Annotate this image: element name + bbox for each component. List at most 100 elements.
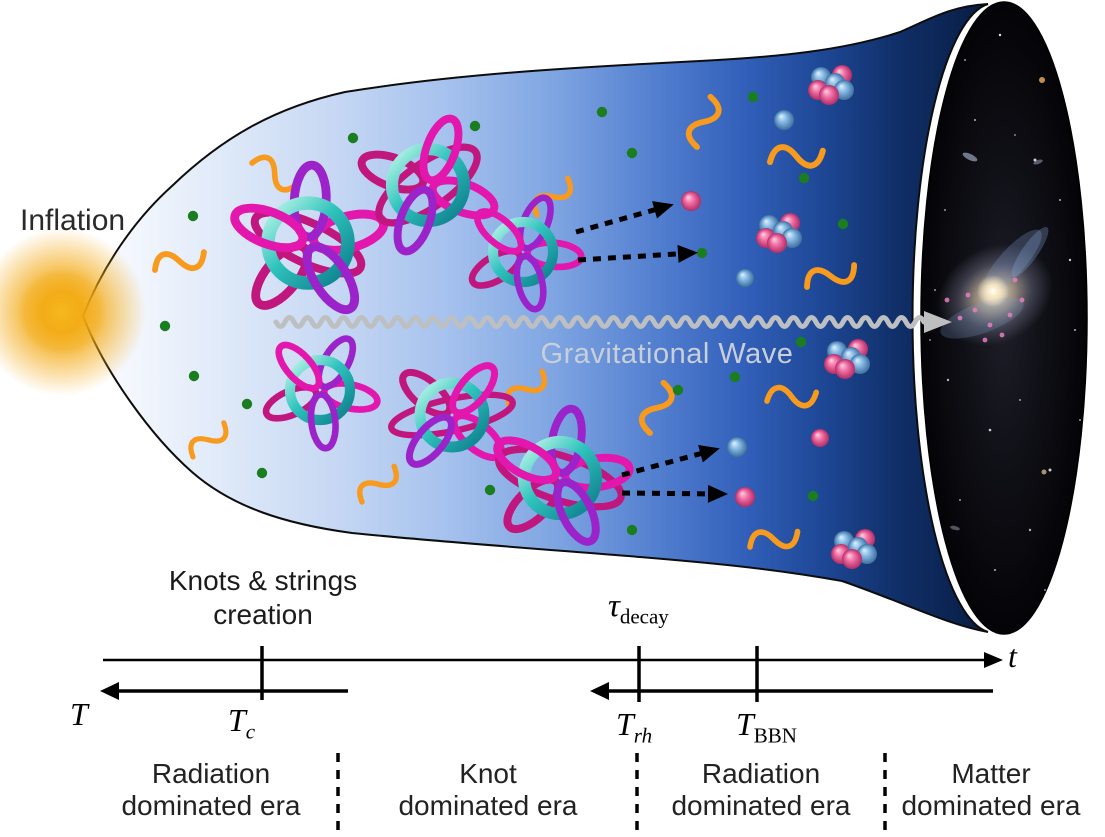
- star: [929, 339, 931, 341]
- knot-loop: [302, 242, 360, 315]
- era-matter: Matter dominated era: [878, 758, 1104, 822]
- cluster-ball: [819, 85, 839, 105]
- gravitational-wave-label: Gravitational Wave: [540, 338, 794, 370]
- star-forming-clump: [987, 322, 993, 328]
- blue-particle-ball: [774, 110, 794, 130]
- nucleus-cluster: [808, 65, 854, 105]
- background-galaxy: [962, 152, 978, 162]
- tau-symbol: τ: [608, 588, 620, 624]
- orange-string: [152, 249, 207, 273]
- knot-loop: [405, 413, 455, 468]
- green-dot-particle: [347, 132, 359, 144]
- particle-balls-group: [681, 110, 829, 507]
- orange-string: [766, 144, 826, 169]
- orange-string: [764, 384, 820, 409]
- temperature-arrow-left-head: [100, 682, 119, 700]
- orange-string: [638, 379, 675, 436]
- era-line2: dominated era: [901, 790, 1081, 822]
- decay-arrow-head: [677, 244, 698, 263]
- galaxy-core: [977, 275, 1009, 307]
- orange-string: [188, 420, 229, 460]
- knot-loop: [393, 185, 437, 256]
- knot-loop: [493, 436, 560, 485]
- star: [1059, 199, 1061, 201]
- green-dot-particle: [672, 384, 684, 396]
- gravitational-wave-line: [273, 315, 927, 329]
- star-field: [929, 33, 1081, 591]
- nucleus-cluster: [756, 213, 802, 253]
- knot-loop: [513, 252, 547, 313]
- star: [934, 289, 936, 291]
- orange-string: [685, 93, 722, 150]
- star: [1019, 399, 1021, 401]
- Tc-label: Tc: [228, 702, 255, 742]
- blue-particle-ball: [727, 437, 747, 457]
- star: [1014, 134, 1016, 136]
- knot: [493, 404, 634, 546]
- green-dot-particle: [795, 336, 807, 348]
- knot: [468, 194, 585, 313]
- green-dot-particle: [837, 218, 849, 230]
- decay-arrow: [621, 484, 728, 503]
- decay-arrow: [621, 444, 720, 478]
- knot-ring: [284, 354, 356, 426]
- star-forming-clump: [1012, 277, 1018, 283]
- star-forming-clump: [965, 292, 971, 298]
- galaxy-arm: [940, 297, 1024, 339]
- TBBN-label: TBBN: [736, 706, 797, 746]
- knot-loop: [553, 478, 600, 546]
- tau-decay-label: τdecay: [608, 588, 669, 627]
- era-line1: Knot: [459, 758, 517, 789]
- decay-arrow: [575, 201, 674, 235]
- knot-loop: [419, 114, 463, 185]
- star: [964, 59, 966, 61]
- gravitational-wave-arrowhead: [924, 311, 952, 333]
- galaxy-pink-clumps: [944, 277, 1025, 343]
- TBBN-base: T: [736, 706, 754, 742]
- star-forming-clump: [982, 337, 988, 343]
- background-star: [1041, 469, 1047, 475]
- time-axis-label: t: [1008, 638, 1017, 674]
- green-dot-particle: [729, 371, 741, 383]
- knots-creation-line2: creation: [213, 598, 313, 630]
- era-line1: Radiation: [701, 758, 821, 789]
- knot-loop: [275, 341, 323, 392]
- star: [1074, 329, 1076, 331]
- pink-particle-ball: [681, 191, 701, 211]
- green-dot-particle: [484, 484, 496, 496]
- cluster-ball: [842, 549, 862, 569]
- knot-ring: [414, 377, 490, 453]
- green-dot-particle: [626, 524, 638, 536]
- green-dot-particle: [241, 398, 253, 410]
- knot: [357, 114, 499, 256]
- decay-arrow-shaft: [621, 490, 713, 497]
- knot: [262, 335, 381, 452]
- green-dot-particle: [747, 91, 759, 103]
- decay-arrow-head: [652, 201, 674, 219]
- star-forming-clump: [1019, 297, 1025, 303]
- gravitational-wave-group: [273, 311, 952, 333]
- decay-arrow: [577, 244, 698, 263]
- era-radiation-1: Radiation dominated era: [82, 758, 340, 822]
- tau-subscript: decay: [619, 604, 669, 629]
- green-dot-particle: [469, 120, 481, 132]
- Tc-base: T: [228, 702, 246, 738]
- orange-strings-group: [152, 93, 858, 550]
- Tc-subscript: c: [245, 719, 256, 744]
- star-forming-clump: [999, 332, 1005, 338]
- knot-loop: [474, 208, 525, 255]
- orange-string: [804, 262, 858, 290]
- Trh-label: Trh: [616, 706, 652, 746]
- galaxy-arm: [1011, 227, 1049, 277]
- cluster-ball: [835, 359, 855, 379]
- pink-particle-ball: [811, 429, 829, 447]
- star: [1028, 528, 1032, 532]
- cluster-ball: [767, 233, 787, 253]
- knot-ring: [487, 216, 559, 288]
- green-dot-particle: [798, 172, 810, 184]
- green-dot-particle: [188, 370, 200, 382]
- decay-arrows-group: [575, 201, 728, 503]
- era-line2: dominated era: [121, 790, 301, 822]
- knots-creation-line1: Knots & strings: [168, 565, 358, 596]
